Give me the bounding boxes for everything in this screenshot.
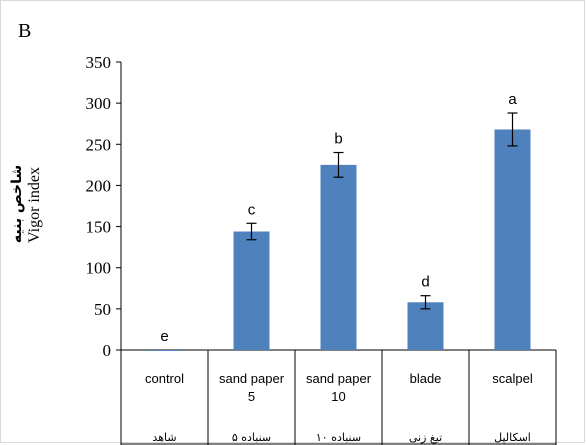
category-label-persian: تیغ زنی [409, 431, 442, 444]
category-label-line2: 5 [248, 389, 255, 404]
y-tick-label: 150 [86, 218, 112, 237]
category-label-persian: سنباده ۵ [232, 431, 271, 444]
category-label: sand paper [219, 371, 285, 386]
panel-label: B [18, 20, 32, 42]
y-tick-label: 200 [86, 176, 112, 195]
bar-scalpel [494, 129, 531, 350]
category-label: scalpel [492, 371, 533, 386]
category-label-line2: 10 [331, 389, 345, 404]
y-tick-label: 350 [86, 53, 112, 72]
y-tick-label: 50 [94, 300, 111, 319]
y-tick-label: 250 [86, 135, 112, 154]
category-label-persian: اسکالپل [494, 431, 531, 444]
category-label: sand paper [306, 371, 372, 386]
category-label-persian: سنباده ۱۰ [316, 431, 361, 444]
y-tick-label: 100 [86, 259, 112, 278]
significance-letter: c [248, 201, 256, 218]
significance-letter: a [508, 91, 517, 108]
bar-control [146, 350, 183, 351]
category-label-persian: شاهد [152, 431, 176, 444]
y-tick-label: 300 [86, 94, 112, 113]
bar-blade [407, 302, 444, 350]
category-label: control [145, 371, 184, 386]
significance-letter: b [334, 131, 342, 148]
bar-sand-paper [320, 164, 357, 350]
significance-letter: e [160, 328, 168, 345]
category-label: blade [410, 371, 442, 386]
significance-letter: d [421, 274, 429, 291]
y-tick-label: 0 [103, 341, 112, 360]
bar-sand-paper [233, 231, 270, 350]
